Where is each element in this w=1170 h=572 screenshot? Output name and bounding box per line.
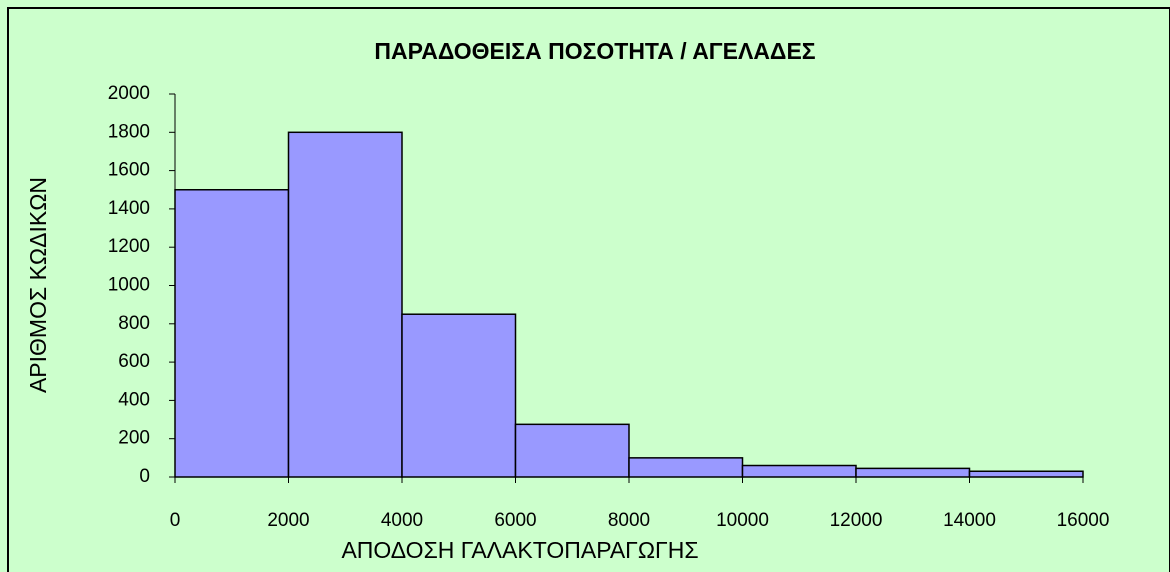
y-tick-label: 2000 <box>108 83 150 104</box>
y-tick-label: 400 <box>118 389 150 410</box>
x-axis-title: ΑΠΟΔΟΣΗ ΓΑΛΑΚΤΟΠΑΡΑΓΩΓΗΣ <box>341 537 698 563</box>
y-tick-label: 200 <box>118 428 150 449</box>
bar <box>855 467 971 478</box>
x-tick-label: 0 <box>170 510 181 531</box>
y-tick-label: 600 <box>118 351 150 372</box>
bar <box>968 470 1084 478</box>
y-tick-label: 0 <box>139 466 150 487</box>
bar <box>514 423 630 478</box>
y-axis-title: ΑΡΙΘΜΟΣ ΚΩΔΙΚΩΝ <box>25 177 51 393</box>
x-tick-label: 8000 <box>608 510 650 531</box>
bar <box>174 189 290 478</box>
x-tick-label: 4000 <box>381 510 423 531</box>
y-tick-label: 1600 <box>108 160 150 181</box>
x-tick-label: 2000 <box>267 510 309 531</box>
y-tick-label: 1400 <box>108 198 150 219</box>
chart-frame <box>7 7 1170 572</box>
x-tick-label: 6000 <box>494 510 536 531</box>
bar <box>287 131 403 478</box>
y-tick-label: 1800 <box>108 121 150 142</box>
bar <box>741 464 857 478</box>
bar <box>628 457 744 478</box>
x-tick-label: 14000 <box>943 510 996 531</box>
chart-title: ΠΑΡΑΔΟΘΕΙΣΑ ΠΟΣΟΤΗΤΑ / ΑΓΕΛΑΔΕΣ <box>374 38 815 64</box>
x-tick-label: 12000 <box>830 510 883 531</box>
bar <box>401 313 517 478</box>
x-tick-label: 10000 <box>716 510 769 531</box>
y-tick-label: 1200 <box>108 236 150 257</box>
x-tick-label: 16000 <box>1057 510 1110 531</box>
y-tick-label: 1000 <box>108 275 150 296</box>
y-tick-label: 800 <box>118 313 150 334</box>
